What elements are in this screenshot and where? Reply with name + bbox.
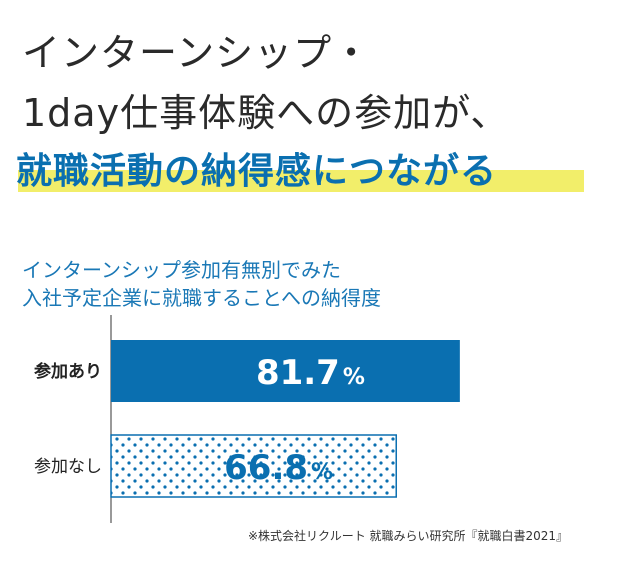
headline-line-2: 1day仕事体験への参加が、	[22, 91, 510, 135]
headline-line-3: 就職活動の納得感につながる	[16, 151, 498, 192]
bar-chart: 参加あり 81.7 % 参加なし 66.8%	[34, 315, 460, 523]
data-label-with-internship: 81.7%	[256, 353, 365, 393]
data-label-without-internship: 66.8%	[224, 448, 333, 488]
headline-highlight: 就職活動の納得感につながる	[14, 140, 584, 196]
highlight-band	[18, 170, 584, 192]
category-label-without-internship: 参加なし	[34, 457, 102, 477]
chart-title-line-2: 入社予定企業に就職することへの納得度	[22, 286, 381, 310]
chart-title-line-1: インターンシップ参加有無別でみた	[22, 258, 341, 282]
category-label-with-internship: 参加あり	[34, 361, 102, 382]
bars-group: 参加あり 81.7 % 参加なし 66.8%	[34, 340, 460, 498]
source-note: ※株式会社リクルート 就職みらい研究所『就職白書2021』	[248, 529, 569, 543]
bar-with-internship	[111, 340, 460, 402]
bar-without-internship	[110, 434, 397, 498]
headline-line-1: インターンシップ・	[22, 31, 372, 75]
